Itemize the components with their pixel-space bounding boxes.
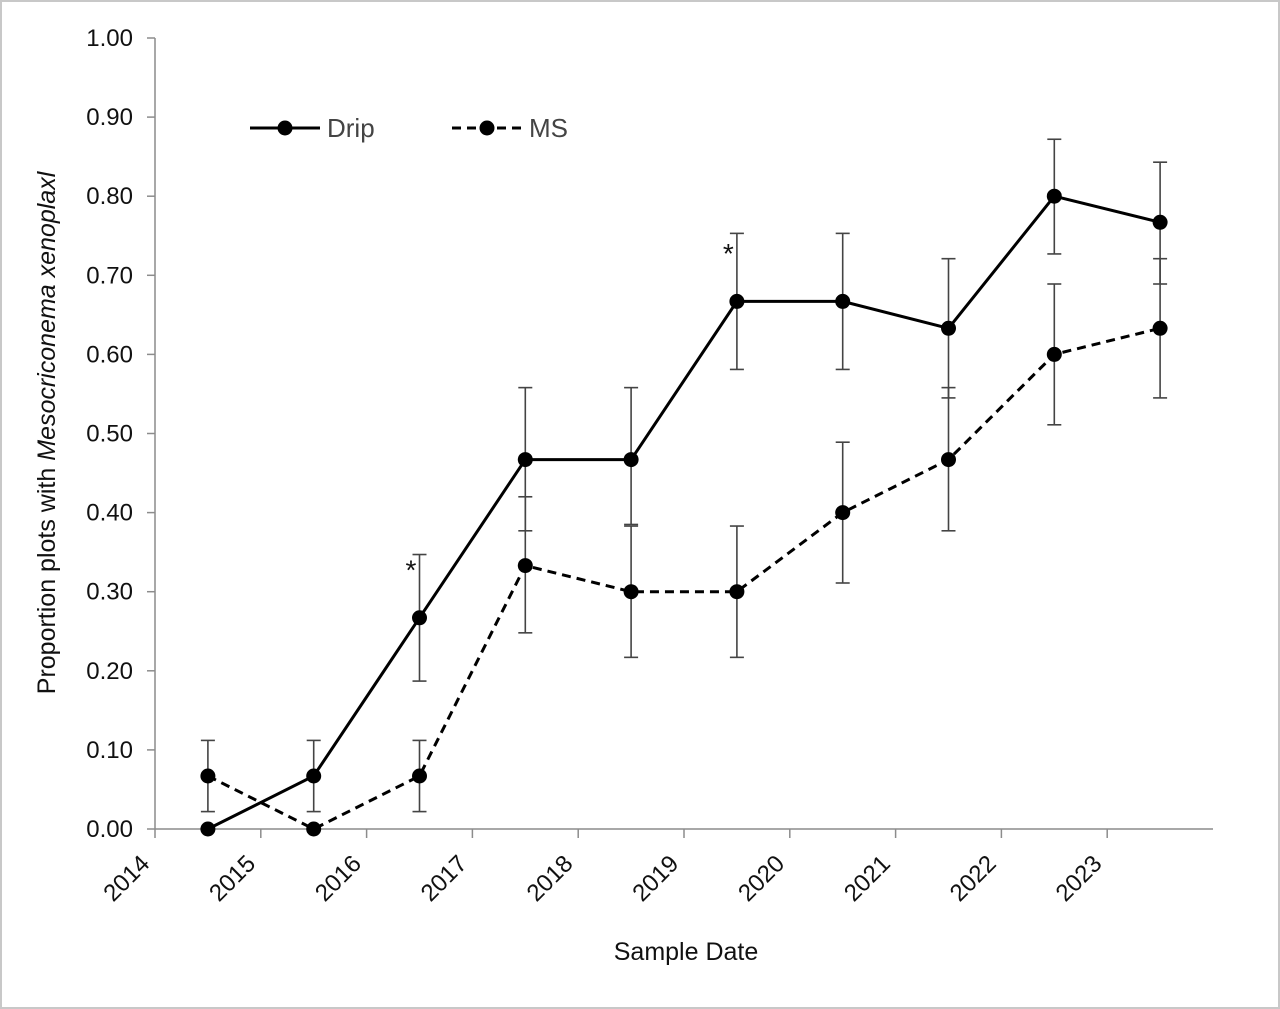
y-tick-label-0: 0.00 — [86, 816, 133, 843]
point-drip-2 — [412, 610, 427, 626]
point-ms-1 — [306, 821, 322, 837]
point-drip-5 — [729, 293, 745, 309]
legend-swatch-marker — [479, 120, 495, 136]
point-ms-2 — [412, 768, 427, 784]
point-ms-4 — [623, 584, 639, 600]
point-ms-0 — [200, 768, 216, 784]
y-tick-label-7: 0.70 — [86, 262, 133, 289]
y-axis-title-prefix: Proportion plots with — [33, 461, 61, 694]
point-ms-3 — [517, 558, 533, 574]
y-tick-label-6: 0.60 — [86, 341, 133, 368]
point-drip-8 — [1046, 188, 1062, 204]
y-tick-label-10: 1.00 — [86, 25, 133, 52]
point-ms-7 — [941, 452, 956, 468]
y-axis-title-species: Mesocriconema xenoplaxl — [33, 170, 61, 460]
series-line-drip — [207, 194, 1161, 831]
legend: Drip MS — [250, 113, 568, 143]
point-drip-1 — [306, 768, 322, 784]
annotations: ** — [405, 238, 733, 585]
point-ms-5 — [729, 584, 745, 600]
y-tick-label-5: 0.50 — [86, 421, 133, 448]
significance-marker-0: * — [405, 554, 416, 585]
point-ms-9 — [1152, 320, 1168, 336]
series-group — [200, 188, 1168, 837]
series-line-ms — [207, 326, 1161, 831]
point-drip-3 — [517, 452, 533, 468]
legend-item-ms: MS — [452, 113, 568, 143]
x-axis-title: Sample Date — [614, 938, 759, 966]
point-drip-6 — [835, 293, 851, 309]
legend-label: Drip — [327, 113, 375, 143]
legend-swatch-marker — [277, 120, 293, 136]
error-bars — [200, 138, 1168, 813]
point-ms-8 — [1046, 346, 1062, 362]
legend-label: MS — [529, 113, 568, 143]
y-tick-label-3: 0.30 — [86, 579, 133, 606]
y-tick-label-2: 0.20 — [86, 658, 133, 685]
point-drip-9 — [1152, 214, 1168, 230]
y-tick-label-1: 0.10 — [86, 737, 133, 764]
y-axis-title: Proportion plots with Mesocriconema xeno… — [33, 170, 61, 694]
point-drip-7 — [941, 320, 956, 336]
y-tick-label-4: 0.40 — [86, 500, 133, 527]
legend-item-drip: Drip — [250, 113, 375, 143]
point-drip-0 — [200, 821, 216, 837]
significance-marker-1: * — [723, 238, 734, 269]
y-tick-label-9: 0.90 — [86, 104, 133, 131]
point-drip-4 — [623, 452, 639, 468]
point-ms-6 — [835, 505, 851, 521]
y-tick-label-8: 0.80 — [86, 183, 133, 210]
